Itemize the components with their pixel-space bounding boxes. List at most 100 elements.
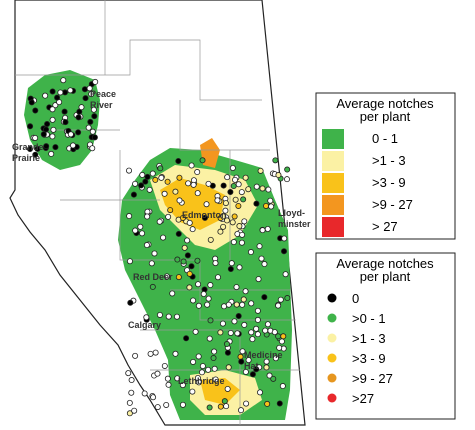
point bbox=[157, 165, 164, 172]
point bbox=[227, 266, 234, 273]
point bbox=[52, 144, 59, 151]
point bbox=[271, 329, 278, 336]
point bbox=[234, 230, 241, 237]
point bbox=[212, 376, 219, 383]
point bbox=[179, 401, 186, 408]
point bbox=[262, 327, 269, 334]
point bbox=[236, 264, 243, 271]
point bbox=[227, 329, 234, 336]
point bbox=[183, 335, 190, 342]
point bbox=[173, 313, 180, 320]
point bbox=[49, 116, 56, 123]
point bbox=[165, 313, 172, 320]
point bbox=[256, 243, 263, 250]
point bbox=[264, 400, 271, 407]
point bbox=[67, 87, 74, 94]
point bbox=[220, 223, 227, 230]
point bbox=[54, 94, 61, 101]
city-label: Medicine bbox=[244, 350, 283, 360]
point bbox=[198, 369, 205, 376]
point bbox=[190, 181, 197, 188]
point bbox=[184, 252, 191, 259]
point bbox=[264, 225, 271, 232]
legend-label: > 27 bbox=[372, 219, 398, 234]
point bbox=[48, 150, 55, 157]
point bbox=[180, 258, 187, 265]
point bbox=[229, 164, 236, 171]
point bbox=[242, 174, 249, 181]
point bbox=[189, 226, 196, 233]
point bbox=[211, 348, 218, 355]
point bbox=[253, 200, 260, 207]
point bbox=[224, 174, 231, 181]
point bbox=[264, 321, 271, 328]
point bbox=[266, 372, 273, 379]
point bbox=[139, 171, 146, 178]
city-label: Calgary bbox=[128, 320, 161, 330]
legend-swatch bbox=[327, 293, 337, 303]
point bbox=[146, 186, 153, 193]
point bbox=[284, 166, 291, 173]
point bbox=[175, 274, 182, 281]
point bbox=[201, 214, 208, 221]
legend-label: >0 - 1 bbox=[352, 311, 386, 326]
point bbox=[207, 282, 214, 289]
point bbox=[284, 295, 291, 302]
point bbox=[184, 237, 191, 244]
point bbox=[186, 219, 193, 226]
point bbox=[132, 352, 139, 359]
point bbox=[32, 107, 39, 114]
point bbox=[172, 188, 179, 195]
city-label: Peace bbox=[90, 89, 116, 99]
point bbox=[27, 123, 34, 130]
point bbox=[188, 162, 195, 169]
point bbox=[248, 329, 255, 336]
point bbox=[126, 167, 133, 174]
point bbox=[139, 230, 146, 237]
point bbox=[156, 311, 163, 318]
point bbox=[276, 344, 283, 351]
point bbox=[217, 329, 224, 336]
point bbox=[28, 99, 35, 106]
point bbox=[67, 131, 74, 138]
point bbox=[152, 349, 159, 356]
city-label: Grande bbox=[12, 142, 44, 152]
point bbox=[138, 182, 145, 189]
point bbox=[144, 213, 151, 220]
point bbox=[205, 180, 212, 187]
point bbox=[176, 174, 183, 181]
point bbox=[211, 365, 218, 372]
point bbox=[186, 284, 193, 291]
point bbox=[165, 213, 172, 220]
point bbox=[238, 407, 245, 414]
point bbox=[62, 119, 69, 126]
point bbox=[259, 227, 266, 234]
point bbox=[42, 92, 49, 99]
legend-swatch bbox=[327, 313, 337, 323]
point bbox=[147, 350, 154, 357]
point bbox=[44, 121, 51, 128]
point bbox=[49, 88, 56, 95]
point bbox=[90, 106, 97, 113]
point bbox=[163, 401, 170, 408]
point bbox=[88, 91, 95, 98]
point bbox=[236, 223, 243, 230]
point bbox=[254, 316, 261, 323]
point bbox=[263, 364, 270, 371]
point bbox=[192, 328, 199, 335]
point bbox=[149, 283, 156, 290]
point bbox=[265, 186, 272, 193]
legend-box bbox=[315, 252, 456, 420]
point bbox=[60, 77, 67, 84]
point bbox=[257, 389, 264, 396]
point bbox=[243, 400, 250, 407]
point bbox=[204, 301, 211, 308]
point bbox=[207, 236, 214, 243]
point bbox=[164, 178, 171, 185]
point bbox=[164, 375, 171, 382]
point bbox=[158, 174, 165, 181]
point bbox=[172, 350, 179, 357]
point bbox=[32, 134, 39, 141]
